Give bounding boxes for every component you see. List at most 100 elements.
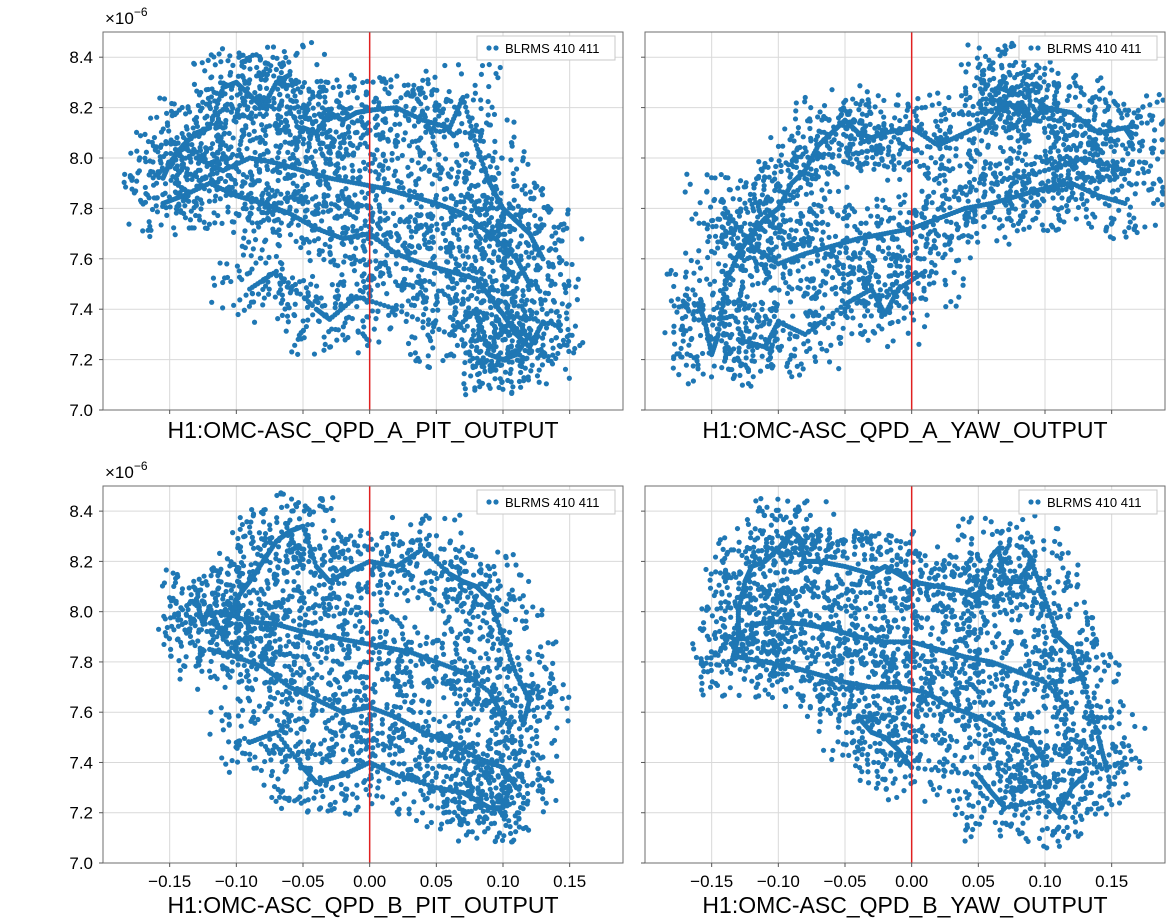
scatter-point: [506, 311, 512, 317]
scatter-point: [838, 142, 845, 148]
scatter-point: [780, 217, 787, 224]
scatter-point: [857, 83, 863, 89]
scatter-point: [275, 169, 281, 175]
scatter-point: [785, 167, 791, 173]
scatter-point: [206, 221, 212, 227]
scatter-point: [434, 172, 440, 178]
scatter-point: [802, 175, 808, 182]
scatter-point: [499, 155, 505, 161]
scatter-point: [979, 138, 985, 144]
scatter-point: [739, 279, 746, 285]
scatter-point: [276, 105, 282, 111]
scatter-point: [771, 170, 778, 176]
scatter-point: [473, 122, 479, 128]
scatter-point: [941, 165, 947, 171]
scatter-point: [1077, 103, 1083, 109]
scatter-point: [292, 301, 298, 307]
scatter-point: [168, 150, 174, 157]
scatter-point: [121, 179, 127, 186]
scatter-point: [483, 234, 489, 240]
scatter-point: [858, 140, 864, 146]
scatter-point: [921, 162, 927, 168]
scatter-point: [216, 96, 222, 103]
scatter-point: [209, 177, 215, 183]
scatter-point: [324, 134, 330, 140]
scatter-point: [377, 74, 383, 81]
scatter-point: [249, 205, 255, 211]
scatter-point: [476, 315, 482, 321]
scatter-point: [289, 141, 295, 147]
scatter-point: [247, 169, 254, 175]
scatter-point: [492, 149, 498, 155]
scatter-point: [338, 140, 344, 146]
scatter-point: [716, 261, 722, 267]
scatter-point: [942, 131, 948, 137]
scatter-point: [476, 334, 482, 340]
scatter-point: [350, 168, 356, 174]
scatter-point: [754, 241, 760, 247]
scatter-point: [376, 163, 382, 169]
scatter-point: [297, 125, 303, 131]
scatter-point: [534, 373, 541, 379]
scatter-point: [684, 301, 690, 308]
scatter-point: [171, 110, 177, 116]
scatter-point: [543, 381, 549, 387]
scatter-point: [232, 114, 238, 120]
scatter-point: [346, 134, 353, 140]
scatter-point: [864, 89, 870, 95]
scatter-point: [263, 72, 269, 78]
scatter-point: [215, 150, 221, 156]
scatter-point: [128, 150, 134, 156]
scatter-point: [727, 229, 733, 235]
scatter-point: [805, 181, 811, 187]
scatter-point: [444, 259, 450, 265]
scatter-point: [293, 119, 299, 125]
scatter-point: [697, 265, 704, 271]
scatter-point: [441, 186, 447, 192]
scatter-point: [409, 244, 415, 250]
scatter-point: [209, 299, 215, 305]
scatter-point: [741, 306, 748, 312]
scatter-point: [705, 222, 711, 228]
scatter-point: [768, 156, 774, 163]
scatter-point: [886, 144, 892, 150]
scatter-point: [430, 140, 436, 146]
scatter-point: [343, 186, 349, 192]
scatter-point: [492, 138, 498, 144]
scatter-point: [511, 303, 517, 309]
scatter-point: [528, 327, 534, 333]
scatter-point: [1081, 92, 1087, 98]
scatter-point: [499, 203, 505, 209]
scatter-point: [239, 183, 245, 189]
scatter-point: [683, 250, 689, 256]
scatter-point: [355, 145, 361, 151]
scatter-point: [710, 217, 716, 224]
scatter-point: [739, 382, 745, 388]
top-left-y-tick-label: 7.4: [69, 300, 93, 319]
scatter-point: [903, 114, 909, 120]
scatter-point: [397, 218, 403, 225]
scatter-point: [512, 288, 518, 294]
scatter-point: [993, 92, 999, 98]
scatter-point: [556, 254, 562, 261]
scatter-point: [322, 302, 328, 309]
scatter-point: [150, 182, 157, 188]
scatter-point: [536, 367, 542, 373]
scatter-point: [230, 62, 236, 68]
scatter-point: [1141, 159, 1147, 166]
scatter-point: [354, 209, 360, 215]
top-left-y-multiplier: ×10−6: [105, 5, 148, 28]
scatter-point: [256, 167, 262, 173]
scatter-point: [1106, 103, 1112, 110]
scatter-point: [742, 200, 748, 206]
scatter-point: [704, 276, 710, 282]
scatter-point: [341, 279, 347, 285]
scatter-point: [906, 167, 912, 173]
scatter-point: [690, 363, 696, 369]
scatter-point: [468, 232, 474, 238]
scatter-point: [780, 275, 786, 281]
scatter-point: [511, 134, 517, 140]
scatter-point: [223, 103, 229, 109]
scatter-point: [566, 332, 573, 338]
scatter-point: [866, 104, 872, 110]
